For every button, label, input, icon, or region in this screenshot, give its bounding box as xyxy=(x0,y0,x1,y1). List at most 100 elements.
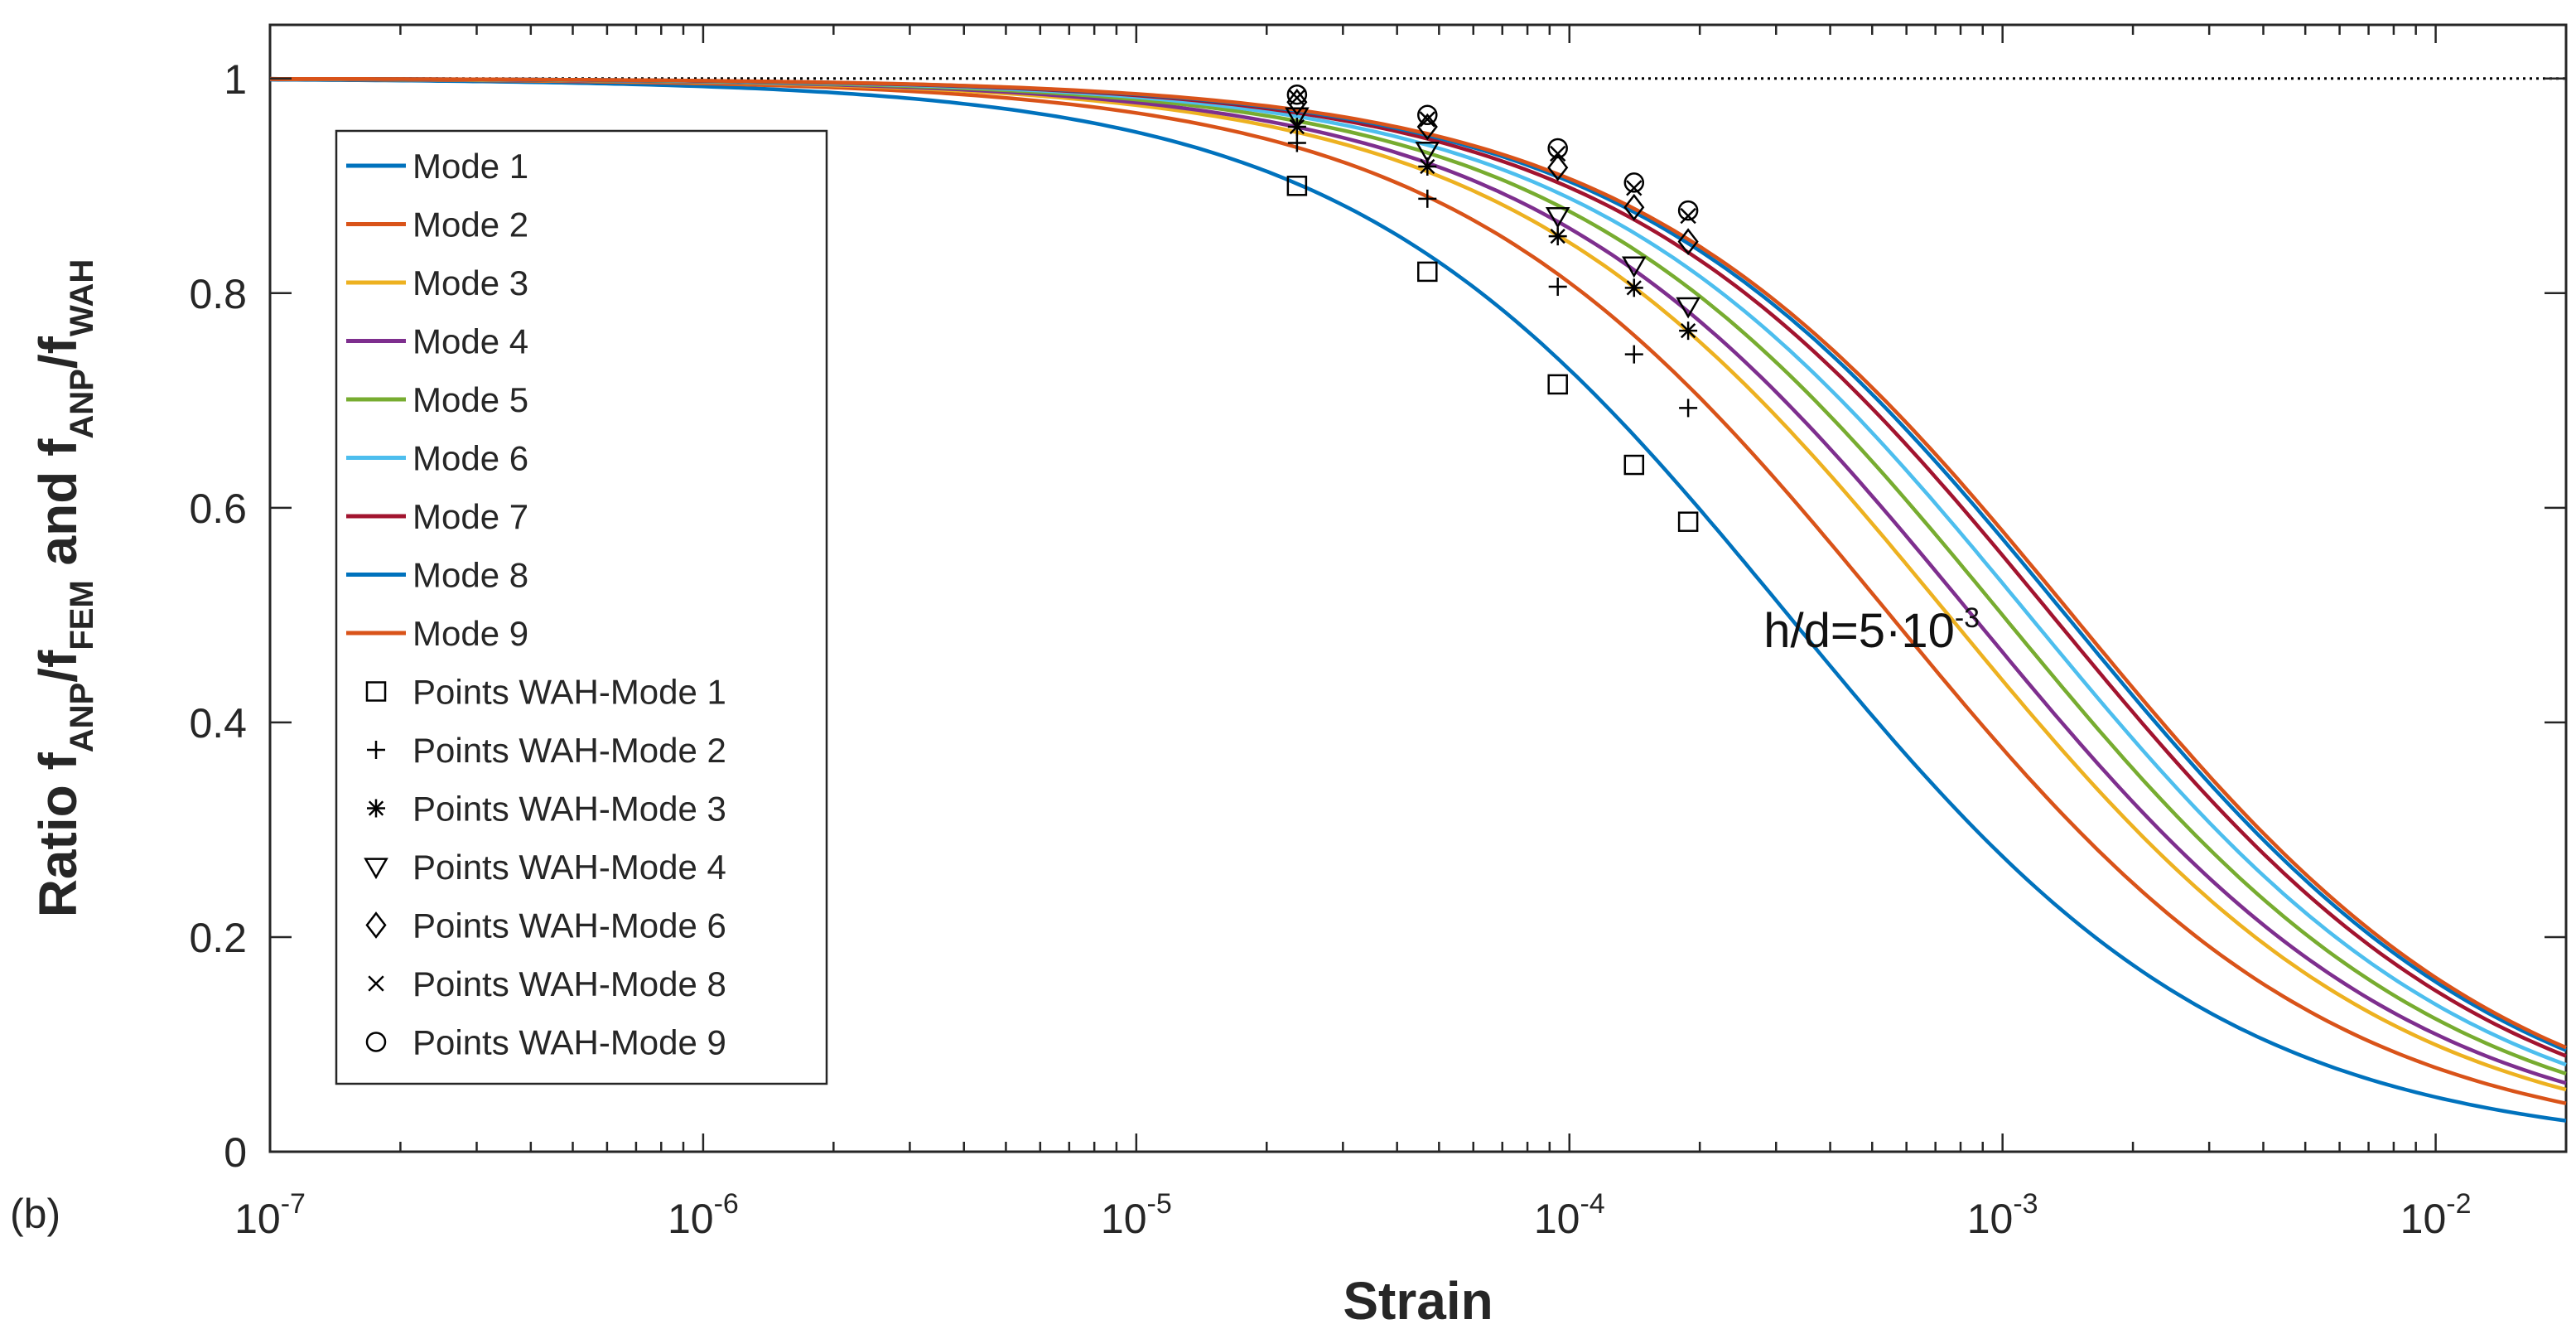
legend-label: Mode 7 xyxy=(412,497,528,536)
marker-circle-shape xyxy=(365,1032,387,1052)
marker-circle-shape xyxy=(1677,200,1699,221)
legend-label: Points WAH-Mode 1 xyxy=(412,673,726,712)
data-point-circle xyxy=(1547,138,1568,159)
data-point-circle xyxy=(1623,172,1645,193)
marker-star-d2 xyxy=(1680,323,1696,339)
data-point-plus xyxy=(1418,189,1437,208)
annotation-exponent: -3 xyxy=(1955,602,1980,634)
legend-marker-diamond xyxy=(365,911,387,939)
y-tick-label: 0.8 xyxy=(189,271,247,317)
x-tick-exponent: -3 xyxy=(2013,1188,2038,1220)
y-tick-label: 1 xyxy=(224,56,247,103)
annotation-text: h/d=5·10 xyxy=(1763,604,1955,658)
marker-circle-shape xyxy=(1286,84,1308,105)
marker-diamond-shape xyxy=(1623,193,1645,221)
marker-diamond-shape xyxy=(1547,153,1569,181)
data-point-diamond xyxy=(1547,153,1569,181)
x-tick-exponent: -5 xyxy=(1147,1188,1172,1220)
marker-triangle-shape xyxy=(1545,206,1570,229)
x-tick-exponent: -7 xyxy=(281,1188,306,1220)
legend-label: Points WAH-Mode 8 xyxy=(412,964,726,1003)
data-point-diamond xyxy=(1677,228,1699,255)
y-axis-title-subscript: ANP xyxy=(64,369,100,438)
legend-marker-plus xyxy=(367,741,385,759)
data-point-cross xyxy=(1550,145,1566,162)
marker-star-d2 xyxy=(1550,229,1565,244)
marker-star-d2 xyxy=(1420,158,1435,175)
legend-label: Mode 8 xyxy=(412,556,528,595)
panel-label: (b) xyxy=(10,1191,60,1237)
legend-label: Points WAH-Mode 9 xyxy=(412,1023,726,1062)
marker-triangle-shape xyxy=(364,858,388,880)
y-axis-title-subscript: WAH xyxy=(64,259,100,336)
legend-box xyxy=(335,129,828,1085)
y-tick-label: 0.4 xyxy=(189,700,247,747)
legend-label: Mode 9 xyxy=(412,614,528,653)
legend-marker-triangle-down xyxy=(364,858,388,880)
data-point-circle xyxy=(1286,84,1308,105)
x-tick-label: 10-3 xyxy=(1967,1188,2038,1242)
marker-square-shape xyxy=(1547,374,1568,395)
data-point-diamond xyxy=(1286,88,1308,116)
marker-square-shape xyxy=(1623,454,1645,476)
x-tick-label: 10-2 xyxy=(2400,1188,2472,1242)
legend-label: Mode 4 xyxy=(412,322,528,361)
y-tick-label: 0.6 xyxy=(189,486,247,532)
y-axis-title-part: /f xyxy=(28,650,88,683)
marker-square-shape xyxy=(365,681,387,702)
data-point-circle xyxy=(1417,104,1438,126)
data-point-plus xyxy=(1679,399,1698,418)
y-axis-title-part: and f xyxy=(28,438,88,580)
data-point-circle xyxy=(1677,200,1699,221)
data-point-plus xyxy=(1624,345,1643,364)
data-point-plus xyxy=(1287,133,1306,152)
data-point-diamond xyxy=(1623,193,1645,221)
marker-triangle-shape xyxy=(1415,141,1440,163)
marker-diamond-shape xyxy=(1286,88,1308,116)
x-tick-exponent: -6 xyxy=(714,1188,739,1220)
data-point-cross xyxy=(1626,180,1643,196)
x-tick-base: 10 xyxy=(668,1196,714,1242)
marker-triangle-shape xyxy=(1676,297,1700,319)
legend-marker-cross xyxy=(368,975,384,992)
data-point-cross xyxy=(1419,111,1435,128)
marker-diamond-shape xyxy=(365,911,387,939)
data-point-square xyxy=(1286,176,1308,196)
x-tick-base: 10 xyxy=(1534,1196,1580,1242)
data-point-star xyxy=(1679,321,1698,341)
marker-circle-shape xyxy=(1417,104,1438,126)
marker-star-d2 xyxy=(1626,280,1642,296)
x-tick-base: 10 xyxy=(1967,1196,2014,1242)
legend-marker-square xyxy=(365,681,387,702)
x-tick-label: 10-4 xyxy=(1534,1188,1605,1242)
marker-square-shape xyxy=(1677,511,1699,532)
data-point-square xyxy=(1417,261,1438,283)
y-axis-title-part: /f xyxy=(28,336,88,369)
marker-circle-shape xyxy=(1547,138,1568,159)
data-point-star xyxy=(1548,227,1567,246)
markers-group xyxy=(1285,84,1700,532)
legend-label: Points WAH-Mode 3 xyxy=(412,790,726,829)
legend-marker-star xyxy=(367,799,385,818)
x-tick-label: 10-6 xyxy=(668,1188,739,1242)
x-tick-base: 10 xyxy=(234,1196,281,1242)
series-line-mode-9 xyxy=(269,76,2567,1050)
marker-cross-b xyxy=(368,975,384,992)
marker-cross-b xyxy=(1419,111,1435,128)
legend-label: Mode 1 xyxy=(412,147,528,186)
marker-circle-shape xyxy=(1623,172,1645,193)
legend-label: Points WAH-Mode 6 xyxy=(412,906,726,945)
y-axis-title-part: Ratio f xyxy=(28,752,88,918)
data-point-star xyxy=(1418,157,1437,176)
marker-triangle-shape xyxy=(1621,256,1647,278)
x-tick-exponent: -4 xyxy=(1580,1188,1604,1220)
data-point-square xyxy=(1547,374,1568,395)
marker-triangle-shape xyxy=(1285,107,1310,129)
legend: Mode 1 Mode 2 Mode 3 Mode 4 Mode 5 Mode 6 Mode… xyxy=(335,129,828,1085)
legend-label: Points WAH-Mode 2 xyxy=(412,731,726,770)
y-tick-label: 0 xyxy=(224,1129,247,1176)
data-point-triangle-down xyxy=(1285,107,1310,129)
y-axis-title: Ratio fANP/fFEM and fANP/fWAH xyxy=(28,259,100,918)
x-tick-label: 10-5 xyxy=(1101,1188,1172,1242)
marker-diamond-shape xyxy=(1677,228,1699,255)
